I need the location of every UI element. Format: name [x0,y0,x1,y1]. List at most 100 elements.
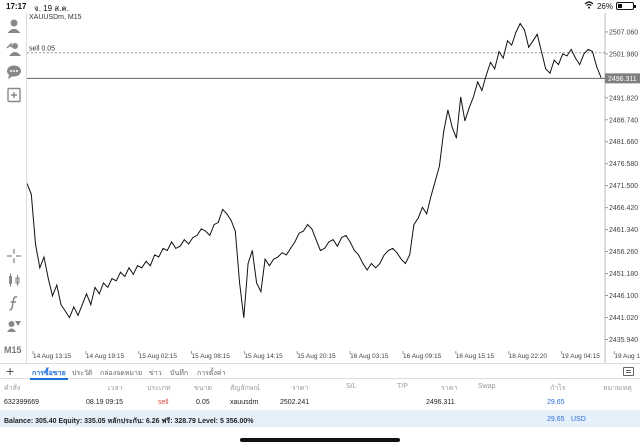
col-sl: S/L [346,383,357,390]
tab-settings[interactable]: การตั้งค่า [197,370,226,377]
price-point [502,57,504,59]
price-point [383,254,385,256]
tab-trade[interactable]: การซื้อขาย [32,370,66,377]
x-tick-label: 14 Aug 19:15 [86,353,125,360]
function-icon[interactable] [4,294,23,311]
price-point [205,230,207,232]
col-comment: หมายเหตุ [603,385,632,392]
price-point [592,51,593,52]
price-point [315,239,317,241]
price-point [137,265,138,267]
chat-icon[interactable] [4,63,23,80]
col-order: คำสั่ง [4,385,21,392]
tab-news[interactable]: ข่าว [149,370,162,377]
price-point [405,263,406,264]
price-point [311,228,313,230]
price-point [243,317,245,318]
price-point [196,235,198,236]
x-tick-label: 16 Aug 15:15 [456,353,495,360]
price-point [90,304,92,305]
y-tick-label: 2501.980 [609,51,638,58]
status-bar: 17:17 จ. 19 ส.ค. 26% [0,0,640,13]
price-point [583,53,585,55]
price-point [171,241,173,243]
price-point [524,29,525,31]
y-tick-label: 2466.420 [609,205,638,212]
price-point [298,232,300,234]
price-series-line [26,22,602,319]
price-point [541,51,542,52]
price-point [439,165,440,167]
y-tick-label: 2446.100 [609,293,638,300]
price-point [596,66,598,68]
table-row[interactable]: 632399669 08.19 09:15 sell 0.05 xauusdm … [0,394,640,411]
price-point [400,258,402,260]
tab-journal[interactable]: บันทึก [170,370,189,377]
price-point [111,278,113,279]
price-point [107,286,109,288]
price-point [324,248,325,249]
price-point [154,254,155,256]
status-date: จ. 19 ส.ค. [34,4,69,13]
price-point [349,241,351,243]
price-point [188,243,190,245]
price-point [183,239,185,241]
price-point [579,64,581,65]
price-point [77,315,79,316]
price-point [179,245,181,247]
price-point [422,206,423,208]
tab-history[interactable]: ประวัติ [72,370,93,377]
price-point [200,228,202,230]
objects-icon[interactable] [4,317,23,334]
price-point [528,46,530,48]
price-point [494,68,496,70]
summary-profit: 29.65 [547,416,565,423]
price-point [396,252,398,254]
x-tick-label: 14 Aug 13:15 [33,353,72,360]
price-point [409,254,411,256]
price-point [362,263,364,264]
row-current-price: 2496.311 [426,399,455,406]
price-point [256,282,257,284]
add-tab-button[interactable]: + [6,363,15,379]
price-point [56,284,58,286]
account-icon[interactable] [4,17,23,34]
panel-layout-icon[interactable] [623,367,634,376]
price-point [553,59,555,61]
row-price: 2502.241 [280,399,310,406]
indicator-icon[interactable] [4,271,23,288]
price-point [81,304,83,305]
y-tick-label: 2456.260 [609,249,638,256]
price-point [519,23,521,24]
x-tick-label: 15 Aug 20:15 [297,353,336,360]
trade-icon[interactable] [4,40,23,57]
col-price: ราคา [292,385,309,392]
price-point [175,248,177,249]
price-point [460,96,462,98]
price-point [358,254,359,256]
status-right: 26% [584,1,636,11]
price-point [226,213,228,215]
price-point [128,267,130,269]
account-summary: Balance: 305.40 Equity: 335.05 หลักประกั… [0,411,640,427]
timeframe-label[interactable]: M15 [4,345,22,355]
x-tick-label: 19 Aug 10:15 [614,353,640,360]
price-point [149,265,151,267]
x-tick-label: 15 Aug 08:15 [192,353,231,360]
add-chart-icon[interactable] [4,86,23,103]
price-chart[interactable]: XAUUSDm, M15 2507.060 2501.980 2491.820 248… [26,13,640,363]
price-point [477,81,479,83]
wifi-icon [584,1,594,11]
chart-canvas[interactable]: 2507.060 2501.980 2491.820 2486.740 2481.660… [26,13,640,363]
y-tick-label: 2481.660 [609,139,638,146]
tab-mailbox[interactable]: กล่องจดหมาย [100,370,143,377]
price-point [162,248,164,249]
price-point [52,295,53,297]
price-point [511,44,513,46]
crosshair-icon[interactable] [4,247,23,264]
price-point [141,267,143,269]
price-point [392,248,394,249]
price-point [473,96,474,98]
price-point [277,256,279,258]
price-point [234,230,236,232]
